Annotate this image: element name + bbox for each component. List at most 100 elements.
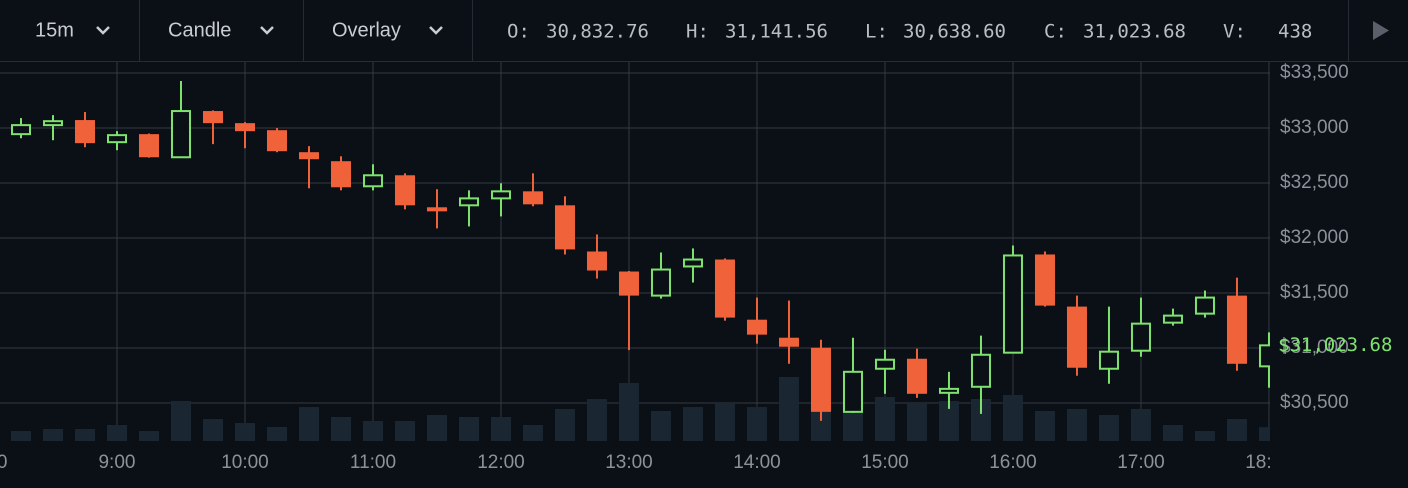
candle-body [938, 387, 959, 394]
volume-bar [522, 424, 543, 441]
chevron [96, 26, 110, 35]
candle-body [906, 358, 927, 394]
volume-bar [234, 422, 255, 441]
y-tick-label: $31,000 [1280, 337, 1349, 358]
ohlcv-value: 438 [1278, 21, 1312, 43]
candle-body [74, 120, 95, 144]
candle-body [586, 251, 607, 271]
volume-bar [1226, 418, 1247, 441]
candle-body [1066, 306, 1087, 368]
interval-select[interactable]: 15m [35, 19, 74, 41]
volume-bar [266, 427, 287, 441]
play-button[interactable] [1373, 21, 1389, 40]
volume-bar [650, 410, 671, 441]
candle-body [970, 353, 991, 388]
candle-body [1130, 322, 1151, 352]
x-tick-label: 18:00 [1245, 452, 1293, 473]
candle-body [42, 120, 63, 127]
candle-body [1194, 296, 1215, 315]
y-tick-label: $33,000 [1280, 117, 1349, 138]
candle-body [330, 161, 351, 188]
candle-body [1258, 344, 1270, 368]
volume-bar [1098, 415, 1119, 441]
x-tick-label: 9:00 [98, 452, 135, 473]
volume-bar [810, 403, 831, 441]
volume-bar [490, 416, 511, 441]
volume-bar [426, 415, 447, 441]
x-tick-label: 12:00 [477, 452, 525, 473]
candle-body [554, 205, 575, 250]
candle-body [874, 358, 895, 370]
ohlcv-value: 30,638.60 [903, 21, 1006, 43]
candle-body [490, 190, 511, 200]
y-tick-label: $31,500 [1280, 282, 1349, 303]
ohlcv-value: 30,832.76 [546, 21, 649, 43]
volume-bar [1258, 427, 1270, 441]
volume-bar [1162, 424, 1183, 441]
candle-body [298, 152, 319, 160]
volume-bar [586, 398, 607, 441]
ohlcv-label: L: [865, 21, 888, 43]
volume-bar [746, 407, 767, 441]
last-price-label: $31,023.68 [1278, 334, 1392, 356]
volume-bar [906, 403, 927, 441]
x-tick-label: 8:00 [0, 452, 7, 473]
volume-bar [298, 407, 319, 441]
volume-bar [1130, 409, 1151, 441]
candle-body [746, 319, 767, 335]
volume-bar [618, 383, 639, 441]
volume-bar [170, 401, 191, 441]
ohlcv-label: O: [507, 21, 530, 43]
ohlcv-value: 31,023.68 [1083, 21, 1186, 43]
chart-type-select[interactable]: Candle [168, 19, 231, 41]
candle-body [1226, 295, 1247, 364]
volume-bar [1034, 410, 1055, 441]
candle-body [10, 124, 31, 136]
volume-bar [202, 418, 223, 441]
toolbar: 15m Candle Overlay O: 30,832.76 H: 31,141.5… [0, 0, 1408, 62]
volume-bar [714, 403, 735, 441]
candle-body [458, 197, 479, 207]
volume-bar [74, 428, 95, 441]
candle-body [682, 258, 703, 268]
ohlcv-value: 31,141.56 [725, 21, 828, 43]
chevron [429, 26, 443, 35]
candle-body [426, 207, 447, 212]
candle-body [1034, 254, 1055, 306]
volume-bar [138, 430, 159, 441]
candle-body [1002, 254, 1023, 354]
ohlcv-label: C: [1044, 21, 1067, 43]
y-tick-label: $33,500 [1280, 62, 1349, 83]
y-tick-label: $30,500 [1280, 392, 1349, 413]
y-tick-label: $32,000 [1280, 227, 1349, 248]
candle-body [1162, 314, 1183, 324]
candle-body [714, 259, 735, 318]
volume-bar [682, 407, 703, 441]
candle-body [1098, 350, 1119, 370]
x-tick-label: 13:00 [605, 452, 653, 473]
candle-body [842, 370, 863, 413]
volume-bar [106, 424, 127, 441]
x-tick-label: 17:00 [1117, 452, 1165, 473]
volume-bar [1194, 430, 1215, 441]
plot-area: 8:00 9:00 10:00 11:00 12:00 13:00 14:00 15:00 16… [0, 62, 1293, 473]
candle-body [618, 271, 639, 296]
candle-body [234, 123, 255, 132]
candle-body [170, 110, 191, 159]
x-tick-label: 11:00 [350, 452, 396, 473]
ohlcv-label: V: [1223, 21, 1246, 43]
x-tick-label: 16:00 [989, 452, 1037, 473]
overlay-select[interactable]: Overlay [332, 19, 401, 41]
volume-bar [10, 430, 31, 441]
volume-bar [938, 401, 959, 441]
candle-body [202, 111, 223, 124]
x-tick-label: 10:00 [221, 452, 269, 473]
candle-body [138, 134, 159, 158]
volume-bar [778, 377, 799, 441]
x-tick-label: 15:00 [861, 452, 909, 473]
ohlcv-label: H: [686, 21, 709, 43]
candle-body [778, 337, 799, 347]
y-tick-label: $32,500 [1280, 172, 1349, 193]
x-tick-label: 14:00 [733, 452, 781, 473]
